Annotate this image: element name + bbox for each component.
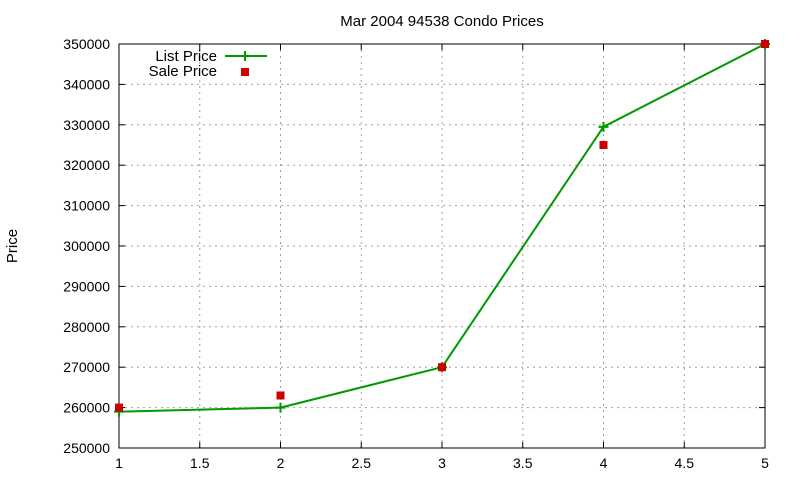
chart-title: Mar 2004 94538 Condo Prices	[340, 13, 543, 30]
list-price-point	[275, 402, 286, 413]
x-tick-label: 4	[600, 455, 608, 471]
sale-price-point	[599, 141, 608, 149]
x-tick-label: 1.5	[190, 455, 210, 471]
sale-price-point	[276, 391, 285, 400]
legend: List Price Sale Price	[149, 48, 267, 80]
sale-price-point	[115, 403, 123, 412]
x-tick-label: 2	[277, 455, 285, 471]
y-tick-label: 280000	[63, 319, 110, 335]
x-tick-label: 4.5	[675, 455, 695, 471]
x-tick-label: 5	[761, 455, 769, 471]
x-tick-label: 2.5	[352, 455, 372, 471]
legend-marker-sale-price	[241, 68, 249, 76]
y-tick-label: 350000	[63, 36, 110, 52]
series-layer	[114, 39, 770, 417]
y-tick-labels: 250000 260000 270000 280000 290000 300000 3100…	[63, 36, 110, 456]
legend-marker-list-price	[240, 51, 250, 61]
y-tick-label: 310000	[63, 198, 110, 214]
plot-frame	[118, 43, 766, 449]
x-tick-label: 1	[115, 455, 123, 471]
y-tick-label: 330000	[63, 117, 110, 133]
y-tick-label: 290000	[63, 278, 110, 294]
x-tick-label: 3	[438, 455, 446, 471]
y-tick-label: 250000	[63, 440, 110, 456]
x-tick-label: 3.5	[513, 455, 533, 471]
y-tick-label: 320000	[63, 157, 110, 173]
y-tick-label: 260000	[63, 400, 110, 416]
sale-price-point	[761, 40, 769, 48]
sale-price-point	[438, 363, 446, 372]
grid-lines	[119, 44, 765, 448]
x-tick-labels: 1 1.5 2 2.5 3 3.5 4 4.5 5	[115, 455, 769, 471]
legend-label-list-price: List Price	[155, 48, 217, 65]
y-tick-label: 300000	[63, 238, 110, 254]
list-price-point	[598, 121, 609, 132]
y-tick-label: 270000	[63, 359, 110, 375]
y-axis-label: Price	[4, 229, 21, 263]
legend-label-sale-price: Sale Price	[149, 63, 217, 80]
y-tick-label: 340000	[63, 76, 110, 92]
